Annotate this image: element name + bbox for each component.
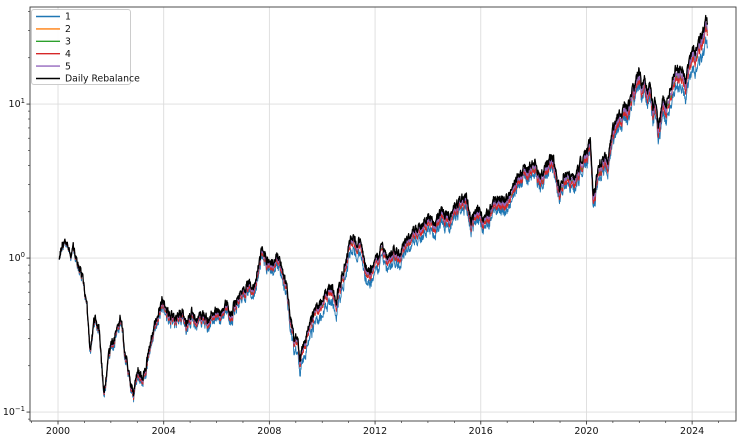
series-line-4 — [58, 25, 708, 401]
legend-item-4: 4 — [36, 49, 71, 60]
legend-label: 5 — [65, 61, 71, 72]
y-tick-label: 100 — [9, 251, 25, 264]
series-line-daily-rebalance — [58, 14, 709, 397]
x-tick-label: 2012 — [363, 426, 387, 437]
legend: 12 345 Daily Rebalance — [31, 9, 140, 85]
legend-item-daily-rebalance: Daily Rebalance — [36, 74, 140, 85]
y-tick-label: 10−1 — [3, 405, 25, 418]
legend-label: 4 — [65, 49, 71, 60]
legend-item-5: 5 — [36, 61, 71, 72]
axes-spines — [29, 6, 737, 422]
x-tick-label: 2000 — [46, 426, 70, 437]
legend-item-1: 1 — [36, 12, 71, 23]
legend-label: 2 — [65, 24, 71, 35]
y-tick-label: 101 — [9, 97, 25, 110]
x-tick-label: 2008 — [257, 426, 281, 437]
series-line-1 — [58, 36, 708, 403]
legend-label: Daily Rebalance — [65, 74, 140, 85]
plot-area — [30, 7, 736, 421]
legend-label: 1 — [65, 12, 71, 23]
x-tick-label: 2016 — [469, 426, 493, 437]
legend-item-2: 2 — [36, 24, 71, 35]
x-tick-label: 2004 — [152, 426, 176, 437]
legend-label: 3 — [65, 37, 71, 48]
legend-item-3: 3 — [36, 37, 71, 48]
x-tick-label: 2024 — [680, 426, 704, 437]
x-tick-label: 2020 — [574, 426, 598, 437]
